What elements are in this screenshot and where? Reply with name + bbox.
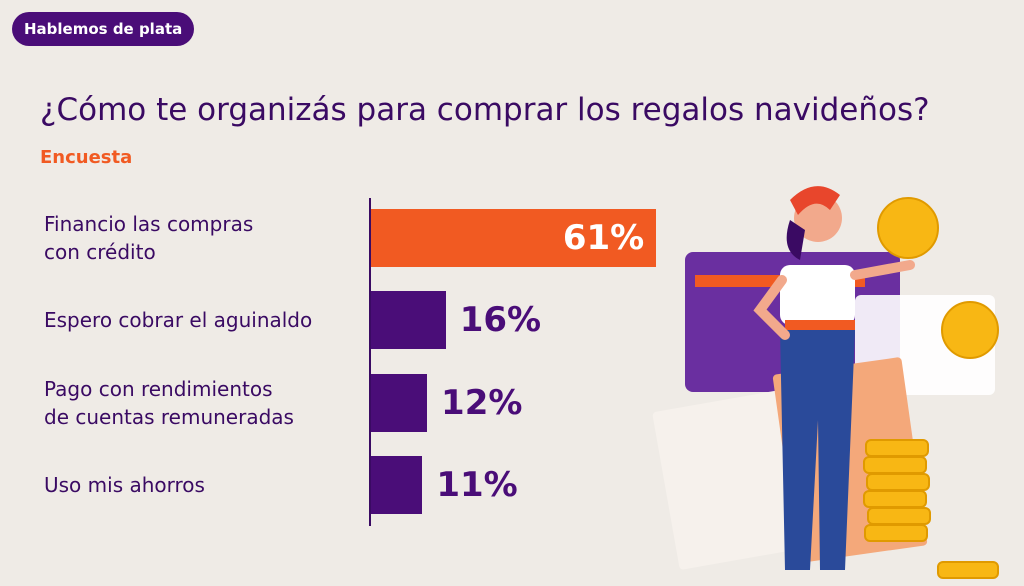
- category-label: Uso mis ahorros: [44, 472, 205, 497]
- chart-subtitle: Encuesta: [40, 147, 133, 168]
- illustration: [652, 186, 999, 579]
- value-label: 12%: [441, 382, 523, 423]
- axis-line: [369, 198, 371, 526]
- bar: [371, 291, 446, 350]
- chart-title: ¿Cómo te organizás para comprar los rega…: [40, 92, 930, 128]
- bar: [371, 455, 423, 514]
- category-label: Financio las compras con crédito: [44, 212, 254, 264]
- value-label: 16%: [459, 300, 542, 341]
- category-label: Pago con rendimientos de cuentas remuner…: [44, 376, 294, 429]
- bar: [371, 373, 428, 432]
- value-label: 61%: [562, 218, 645, 258]
- value-label: 11%: [436, 464, 518, 505]
- bar: [371, 209, 656, 267]
- category-label: Espero cobrar el aguinaldo: [44, 308, 313, 333]
- badge: Hablemos de plata: [12, 12, 195, 46]
